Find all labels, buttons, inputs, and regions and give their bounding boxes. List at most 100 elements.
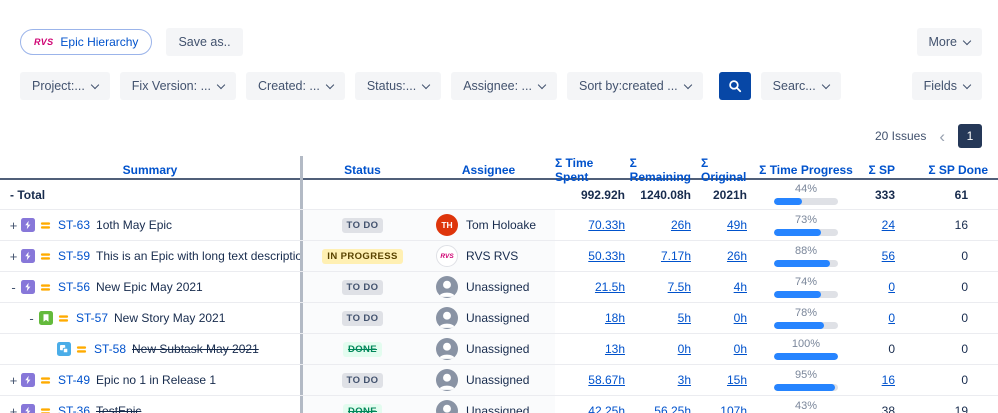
original-link[interactable]: 26h xyxy=(726,249,747,263)
search-icon xyxy=(728,79,742,93)
save-as-button[interactable]: Save as.. xyxy=(166,28,243,56)
sp-done-value: 0 xyxy=(961,342,968,356)
progress-percent: 88% xyxy=(794,244,818,257)
time-spent-link[interactable]: 18h xyxy=(604,311,625,325)
column-header-remaining[interactable]: Σ Remaining xyxy=(629,156,691,184)
column-header-time-progress[interactable]: Σ Time Progress xyxy=(759,163,853,177)
progress-bar xyxy=(774,228,838,236)
remaining-link[interactable]: 3h xyxy=(677,373,691,387)
sp-link[interactable]: 56 xyxy=(881,249,895,263)
issue-key-link[interactable]: ST-57 xyxy=(76,311,109,325)
assignee-cell: Unassigned xyxy=(422,365,555,395)
expand-icon[interactable]: + xyxy=(9,248,18,264)
issue-key-link[interactable]: ST-36 xyxy=(58,404,91,413)
pagination-prev-icon[interactable]: ‹ xyxy=(939,126,945,146)
time-spent-link[interactable]: 42.25h xyxy=(588,404,625,413)
column-header-sp-done[interactable]: Σ SP Done xyxy=(928,163,988,177)
time-spent-link[interactable]: 58.67h xyxy=(588,373,625,387)
view-selector-button[interactable]: RVS Epic Hierarchy xyxy=(20,29,153,55)
collapse-icon[interactable]: - xyxy=(29,310,34,326)
sp-done-value: 16 xyxy=(954,218,968,232)
filter-sort-by-created[interactable]: Sort by:created ... xyxy=(566,72,703,100)
collapse-icon[interactable]: - xyxy=(11,279,16,295)
unassigned-avatar-icon xyxy=(436,369,458,391)
time-spent-link[interactable]: 13h xyxy=(604,342,625,356)
remaining-cell: 5h xyxy=(635,303,701,333)
search-button[interactable] xyxy=(718,72,751,100)
time-spent-link[interactable]: 70.33h xyxy=(588,218,625,232)
story-icon xyxy=(39,311,53,325)
total-label: - Total xyxy=(10,187,46,202)
original-link[interactable]: 15h xyxy=(726,373,747,387)
issue-key-link[interactable]: ST-63 xyxy=(58,218,91,232)
expand-icon[interactable]: + xyxy=(9,403,18,413)
remaining-link[interactable]: 7.5h xyxy=(667,280,691,294)
epic-icon xyxy=(21,404,35,413)
original-link[interactable]: 107h xyxy=(720,404,747,413)
summary-cell: - ST-57 New Story May 2021 xyxy=(0,303,300,333)
epic-icon xyxy=(21,218,35,232)
issue-key-link[interactable]: ST-56 xyxy=(58,280,91,294)
remaining-link[interactable]: 56.25h xyxy=(654,404,691,413)
filter-status[interactable]: Status:... xyxy=(354,72,442,100)
sp-cell: 0 xyxy=(855,334,905,364)
time-progress-cell: 95% xyxy=(757,365,855,395)
original-link[interactable]: 49h xyxy=(726,218,747,232)
fields-button[interactable]: Fields xyxy=(911,72,982,100)
issue-key-link[interactable]: ST-59 xyxy=(58,249,91,263)
column-header-time-spent[interactable]: Σ Time Spent xyxy=(555,156,594,184)
filter-project[interactable]: Project:... xyxy=(20,72,110,100)
original-link[interactable]: 0h xyxy=(733,311,747,325)
progress-percent: 95% xyxy=(794,368,818,381)
column-header-summary[interactable]: Summary xyxy=(122,163,178,177)
original-cell: 26h xyxy=(701,241,757,271)
time-progress-cell: 88% xyxy=(757,241,855,271)
time-spent-link[interactable]: 50.33h xyxy=(588,249,625,263)
original-link[interactable]: 4h xyxy=(733,280,747,294)
assignee-name: Unassigned xyxy=(466,342,530,356)
status-badge: TO DO xyxy=(341,279,384,295)
remaining-link[interactable]: 7.17h xyxy=(660,249,691,263)
assignee-cell: RVS RVS RVS xyxy=(422,241,555,271)
search-text-filter-button[interactable]: Searc... xyxy=(760,72,841,100)
pagination-page-1[interactable]: 1 xyxy=(958,124,982,148)
unassigned-avatar-icon xyxy=(436,276,458,298)
expand-icon[interactable]: + xyxy=(9,372,18,388)
filter-assignee[interactable]: Assignee: ... xyxy=(451,72,557,100)
time-spent-link[interactable]: 21.5h xyxy=(594,280,625,294)
remaining-cell: 1240.08h xyxy=(635,180,701,209)
epic-icon xyxy=(21,373,35,387)
assignee-cell: Unassigned xyxy=(422,334,555,364)
filter-fix-version[interactable]: Fix Version: ... xyxy=(119,72,236,100)
sp-link[interactable]: 16 xyxy=(881,373,895,387)
sp-done-cell: 0 xyxy=(905,334,998,364)
original-link[interactable]: 0h xyxy=(733,342,747,356)
column-header-status[interactable]: Status xyxy=(300,156,422,184)
issue-key-link[interactable]: ST-49 xyxy=(58,373,91,387)
remaining-link[interactable]: 26h xyxy=(670,218,691,232)
remaining-cell: 0h xyxy=(635,334,701,364)
filter-created[interactable]: Created: ... xyxy=(246,72,345,100)
column-header-original[interactable]: Σ Original xyxy=(701,156,747,184)
progress-bar xyxy=(774,383,838,391)
expand-icon[interactable]: + xyxy=(9,217,18,233)
sp-cell: 16 xyxy=(855,365,905,395)
sp-link[interactable]: 0 xyxy=(888,280,895,294)
column-header-assignee[interactable]: Assignee xyxy=(461,163,516,177)
original-cell: 107h xyxy=(701,396,757,413)
time-spent-cell: 70.33h xyxy=(555,210,635,240)
remaining-value: 1240.08h xyxy=(640,187,691,202)
more-button[interactable]: More xyxy=(916,28,982,56)
issue-key-link[interactable]: ST-58 xyxy=(94,342,127,356)
status-badge: TO DO xyxy=(341,217,384,233)
summary-cell: ST-58 New Subtask May 2021 xyxy=(0,334,300,364)
remaining-link[interactable]: 0h xyxy=(677,342,691,356)
priority-medium-icon xyxy=(76,344,87,355)
sp-link[interactable]: 0 xyxy=(888,311,895,325)
remaining-link[interactable]: 5h xyxy=(677,311,691,325)
time-spent-cell: 42.25h xyxy=(555,396,635,413)
toolbar-left: RVS Epic Hierarchy Save as.. xyxy=(20,28,243,56)
sp-link[interactable]: 24 xyxy=(881,218,895,232)
column-header-sp[interactable]: Σ SP xyxy=(868,163,895,177)
